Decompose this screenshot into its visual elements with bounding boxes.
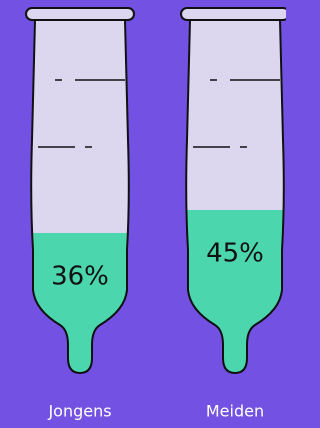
value-label: 36% [51,261,109,291]
value-label: 45% [206,238,264,268]
page: {"chart_data": {"type": "bar", "categori… [0,0,320,428]
category-label: Meiden [206,402,264,421]
tube-rim [181,8,286,20]
chart: 36% Jongens 45% Meiden [0,0,286,428]
tube-rim [26,8,134,20]
category-label: Jongens [47,402,111,421]
